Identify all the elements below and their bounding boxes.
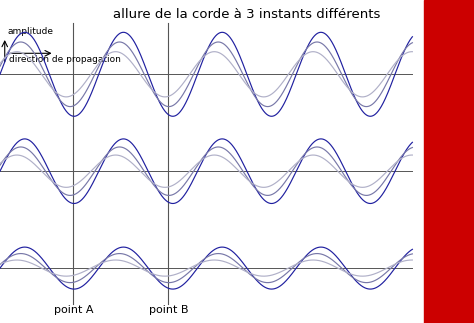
Text: point A: point A bbox=[54, 305, 93, 315]
Text: allure de la corde à 3 instants différents: allure de la corde à 3 instants différen… bbox=[113, 8, 380, 21]
Text: amplitude: amplitude bbox=[7, 26, 53, 36]
Bar bbox=[424, 0, 474, 323]
Text: direction de propagation: direction de propagation bbox=[9, 55, 121, 64]
Text: point B: point B bbox=[148, 305, 188, 315]
